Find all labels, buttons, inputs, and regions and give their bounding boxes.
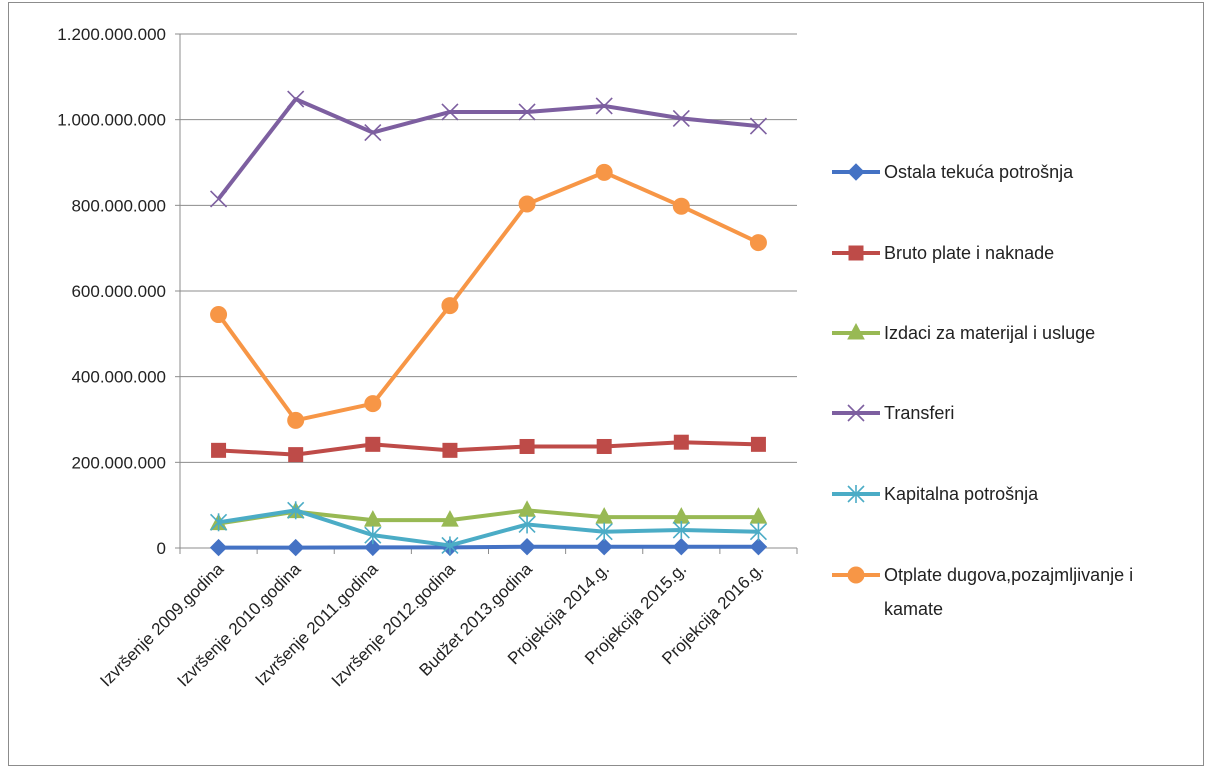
legend-swatch-marker bbox=[847, 485, 865, 503]
marker-stroke bbox=[672, 109, 690, 127]
y-tick-label: 0 bbox=[157, 539, 166, 558]
data-point bbox=[595, 538, 613, 556]
data-point bbox=[595, 522, 613, 541]
data-point bbox=[209, 513, 228, 532]
data-point bbox=[210, 306, 228, 324]
data-point bbox=[750, 436, 766, 452]
marker-stroke bbox=[749, 117, 768, 135]
legend-swatch-marker bbox=[847, 404, 865, 422]
data-point bbox=[365, 436, 381, 452]
legend-item: Ostala tekuća potrošnja bbox=[832, 162, 1074, 182]
series-line bbox=[216, 170, 760, 423]
data-point bbox=[211, 442, 227, 458]
data-point bbox=[672, 109, 690, 127]
series-line bbox=[216, 97, 759, 201]
data-point bbox=[749, 117, 768, 135]
y-axis-labels: 0 200.000.000 400.000.000 600.000.000 800.00… bbox=[57, 25, 166, 558]
marker-stroke bbox=[847, 404, 865, 422]
legend-swatch-marker bbox=[847, 566, 865, 584]
series-6 bbox=[210, 163, 767, 429]
y-tick-label: 800.000.000 bbox=[71, 196, 166, 215]
legend-item: Izdaci za materijal i usluge bbox=[832, 322, 1095, 343]
y-tick-label: 1.000.000.000 bbox=[57, 111, 166, 130]
legend-label: Izdaci za materijal i usluge bbox=[884, 323, 1095, 343]
series-2 bbox=[211, 434, 766, 463]
data-point bbox=[518, 103, 536, 121]
marker-stroke bbox=[518, 103, 536, 121]
x-tick-label: Izvršenje 2010.godina bbox=[173, 559, 304, 690]
marker-stroke bbox=[209, 190, 228, 208]
series-5 bbox=[209, 501, 768, 555]
legend-item: Otplate dugova,pozajmljivanje i kamate bbox=[832, 565, 1133, 619]
data-point bbox=[673, 434, 689, 450]
x-tick-label: Izvršenje 2009.godina bbox=[96, 559, 227, 690]
legend-label: Bruto plate i naknade bbox=[884, 243, 1054, 263]
legend-label: Otplate dugova,pozajmljivanje i bbox=[884, 565, 1133, 585]
series-3 bbox=[209, 500, 768, 531]
data-point bbox=[441, 536, 459, 555]
data-point bbox=[287, 501, 305, 520]
legend-swatch-marker bbox=[847, 163, 865, 181]
legend: Ostala tekuća potrošnja Bruto plate i nak… bbox=[832, 162, 1133, 619]
x-tick-label: Izvršenje 2012.godina bbox=[328, 559, 459, 690]
data-point bbox=[209, 190, 228, 208]
data-point bbox=[287, 90, 305, 108]
series-line bbox=[218, 544, 759, 550]
data-point bbox=[286, 538, 305, 557]
data-point bbox=[672, 521, 690, 540]
data-point bbox=[672, 197, 690, 215]
data-point bbox=[518, 515, 536, 534]
data-point bbox=[364, 395, 382, 413]
chart-frame bbox=[8, 2, 1204, 766]
legend-label: Kapitalna potrošnja bbox=[884, 484, 1039, 504]
data-point bbox=[519, 438, 535, 454]
data-point bbox=[749, 538, 768, 556]
data-point bbox=[364, 123, 382, 142]
data-point bbox=[518, 195, 536, 213]
series-line bbox=[218, 440, 759, 457]
data-point bbox=[595, 97, 613, 115]
data-point bbox=[288, 447, 304, 463]
series-4 bbox=[209, 90, 768, 208]
data-point bbox=[209, 538, 228, 557]
series-lines bbox=[209, 90, 768, 557]
legend-swatch-marker bbox=[848, 245, 864, 261]
legend-item: Kapitalna potrošnja bbox=[832, 484, 1039, 504]
legend-label: Transferi bbox=[884, 403, 954, 423]
data-point bbox=[749, 234, 767, 252]
gridlines bbox=[180, 33, 797, 463]
data-point bbox=[596, 438, 612, 454]
marker-stroke bbox=[364, 123, 382, 142]
data-point bbox=[441, 297, 459, 315]
legend-item: Bruto plate i naknade bbox=[832, 243, 1054, 263]
data-point bbox=[364, 526, 382, 545]
y-tick-label: 400.000.000 bbox=[71, 368, 166, 387]
data-point bbox=[518, 538, 536, 556]
y-tick-label: 1.200.000.000 bbox=[57, 25, 166, 44]
data-point bbox=[364, 538, 382, 557]
y-tick-label: 200.000.000 bbox=[71, 453, 166, 472]
data-point bbox=[441, 103, 459, 121]
legend-item: Transferi bbox=[832, 403, 954, 423]
data-point bbox=[672, 538, 691, 556]
y-tick-label: 600.000.000 bbox=[71, 282, 166, 301]
series-line bbox=[218, 508, 759, 548]
data-point bbox=[441, 510, 459, 527]
data-point bbox=[595, 163, 613, 181]
legend-label-cont: kamate bbox=[884, 599, 943, 619]
data-point bbox=[287, 411, 305, 429]
marker-stroke bbox=[595, 97, 613, 115]
legend-swatch-marker bbox=[847, 322, 865, 340]
legend-label: Ostala tekuća potrošnja bbox=[884, 162, 1074, 182]
marker-stroke bbox=[287, 90, 305, 108]
data-point bbox=[749, 522, 768, 541]
marker-stroke bbox=[441, 103, 459, 121]
data-point bbox=[442, 442, 458, 458]
